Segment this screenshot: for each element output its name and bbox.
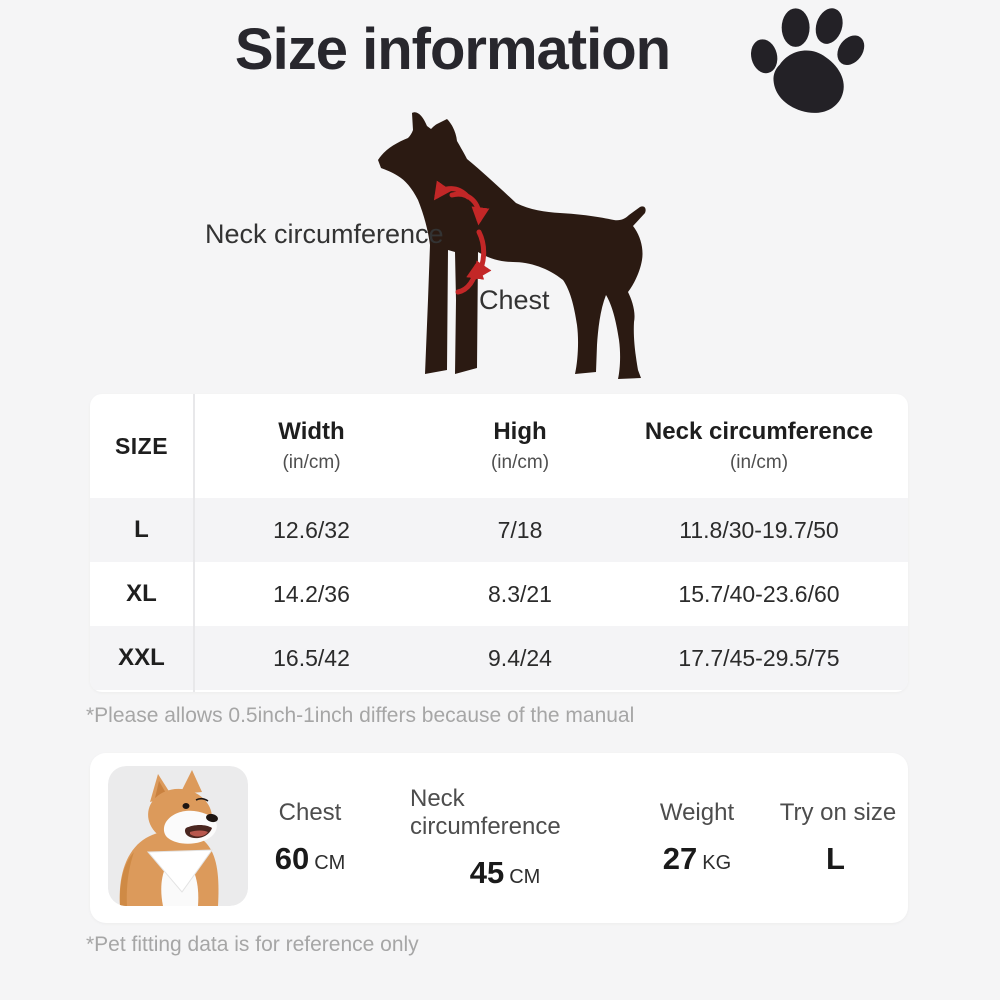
stat-weight: Weight 27 KG [659, 799, 735, 876]
column-header-size: SIZE [114, 432, 169, 459]
column-header-neck-circumference: Neck circumference (in/cm) [644, 418, 874, 473]
neck-circumference-label: Neck circumference [205, 219, 444, 249]
table-row-xl: XL 14.2/36 8.3/21 15.7/40-23.6/60 [126, 580, 840, 607]
size-column-divider [193, 394, 195, 692]
fitting-disclaimer-note: *Pet fitting data is for reference only [86, 933, 419, 956]
stat-try-on-size: Try on size L [779, 799, 897, 876]
table-row-l: L 12.6/32 7/18 11.8/30-19.7/50 [90, 498, 908, 562]
size-table: SIZE Width (in/cm) High (in/cm) Neck cir… [90, 394, 908, 692]
shiba-inu-illustration [108, 766, 248, 906]
page-title: Size information [234, 17, 671, 82]
chest-arrow-left [455, 260, 485, 295]
dog-silhouette [378, 112, 646, 380]
column-header-width: Width (in/cm) [278, 418, 345, 473]
size-table-header: SIZE Width (in/cm) High (in/cm) Neck cir… [90, 394, 908, 498]
chest-label: Chest [479, 285, 550, 315]
table-row-xxl: XXL 16.5/42 9.4/24 17.7/45-29.5/75 [90, 626, 908, 690]
neck-arrow-right [449, 191, 490, 226]
pet-fitting-card: Chest 60 CM Neck circumference 45 CM Weigh… [90, 753, 908, 923]
stat-neck-circumference: Neck circumference 45 CM [410, 785, 561, 890]
column-header-high: High (in/cm) [490, 418, 550, 473]
size-table-card: SIZE Width (in/cm) High (in/cm) Neck cir… [90, 394, 908, 692]
dog-measurement-diagram [378, 112, 646, 380]
model-dog-photo [108, 766, 248, 906]
table-disclaimer-note: *Please allows 0.5inch-1inch differs bec… [86, 704, 635, 727]
paw-print-icon [751, 8, 865, 113]
stat-chest: Chest 60 CM [274, 799, 346, 876]
